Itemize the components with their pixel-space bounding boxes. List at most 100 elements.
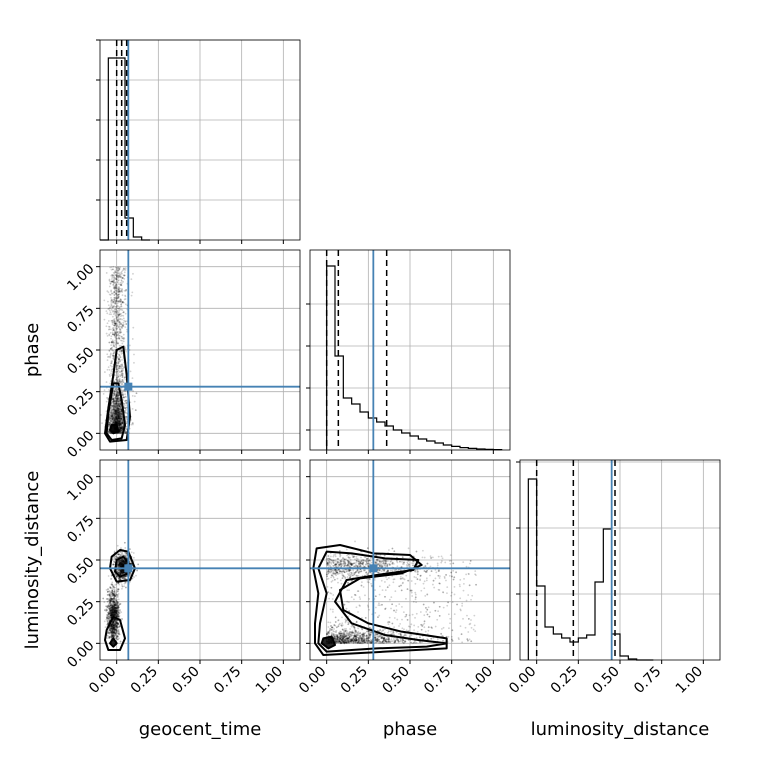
sample-point <box>121 277 124 279</box>
sample-point <box>120 429 123 432</box>
panel-geocent_time <box>96 39 301 244</box>
sample-point <box>121 364 123 367</box>
sample-point <box>137 563 140 566</box>
sample-point <box>112 585 114 588</box>
sample-point <box>121 424 124 427</box>
sample-point <box>117 289 120 292</box>
sample-point <box>113 390 116 393</box>
sample-point <box>115 315 118 318</box>
sample-point <box>124 575 127 578</box>
sample-point <box>109 347 112 350</box>
sample-point <box>115 397 117 400</box>
sample-point <box>116 309 119 312</box>
sample-point <box>118 424 121 427</box>
sample-point <box>108 326 111 328</box>
sample-point <box>112 300 115 303</box>
sample-point <box>121 417 123 420</box>
sample-point <box>119 416 122 418</box>
sample-point <box>116 380 119 383</box>
sample-point <box>120 423 122 426</box>
sample-point <box>132 390 135 392</box>
sample-point <box>108 421 111 424</box>
sample-point <box>115 366 118 369</box>
sample-point <box>113 399 116 402</box>
sample-point <box>116 396 119 399</box>
sample-point <box>115 406 117 409</box>
sample-point <box>113 344 116 347</box>
sample-point <box>112 414 115 416</box>
sample-point <box>115 271 118 274</box>
sample-point <box>114 393 117 396</box>
sample-point <box>103 371 106 373</box>
sample-point <box>111 319 114 322</box>
density-contour <box>109 424 120 435</box>
sample-point <box>120 429 123 432</box>
sample-point <box>115 415 118 417</box>
sample-point <box>120 427 122 430</box>
sample-point <box>111 418 114 420</box>
sample-point <box>108 368 111 371</box>
sample-point <box>120 283 123 286</box>
sample-point <box>113 404 116 407</box>
sample-point <box>115 399 118 402</box>
sample-point <box>116 411 119 414</box>
sample-point <box>110 299 113 302</box>
sample-point <box>131 338 134 340</box>
sample-point <box>116 415 119 417</box>
sample-point <box>111 339 114 342</box>
sample-point <box>133 400 136 403</box>
sample-point <box>113 290 116 293</box>
sample-point <box>112 400 114 403</box>
sample-point <box>125 288 128 291</box>
sample-point <box>114 411 116 414</box>
sample-point <box>122 280 125 283</box>
sample-point <box>120 374 123 377</box>
sample-point <box>118 334 121 337</box>
sample-point <box>116 399 119 401</box>
sample-point <box>117 394 120 397</box>
sample-point <box>114 296 117 299</box>
sample-point <box>124 407 126 410</box>
sample-point <box>123 403 125 405</box>
histogram-geocent_time <box>100 57 150 241</box>
sample-point <box>110 300 113 303</box>
sample-point <box>135 392 138 395</box>
sample-point <box>116 376 118 379</box>
sample-point <box>117 420 120 423</box>
sample-point <box>113 417 116 420</box>
sample-point <box>120 349 123 352</box>
sample-point <box>114 409 117 412</box>
sample-point <box>124 547 127 549</box>
sample-point <box>121 339 123 342</box>
sample-point <box>115 417 118 420</box>
sample-point <box>108 341 111 344</box>
sample-point <box>117 372 120 375</box>
sample-point <box>116 404 119 407</box>
sample-point <box>119 408 122 411</box>
sample-point <box>130 278 133 281</box>
sample-point <box>111 405 114 408</box>
sample-point <box>114 311 117 313</box>
sample-point <box>118 428 121 431</box>
sample-point <box>115 336 117 339</box>
sample-point <box>120 370 123 372</box>
panel-geocent_time-vs-phase: 0.000.250.500.751.00 <box>64 249 301 461</box>
sample-point <box>117 420 120 422</box>
sample-point <box>108 334 111 337</box>
sample-point <box>111 280 113 283</box>
sample-point <box>115 419 118 421</box>
sample-point <box>114 289 116 292</box>
sample-point <box>119 408 122 411</box>
sample-point <box>119 428 122 431</box>
sample-point <box>116 392 119 394</box>
sample-point <box>117 424 120 427</box>
sample-point <box>117 422 120 425</box>
sample-point <box>118 290 121 292</box>
sample-point <box>118 421 121 423</box>
sample-point <box>117 421 120 424</box>
sample-point <box>115 297 118 300</box>
sample-point <box>123 541 126 544</box>
sample-point <box>111 323 114 326</box>
sample-point <box>116 269 119 272</box>
sample-point <box>121 269 124 272</box>
